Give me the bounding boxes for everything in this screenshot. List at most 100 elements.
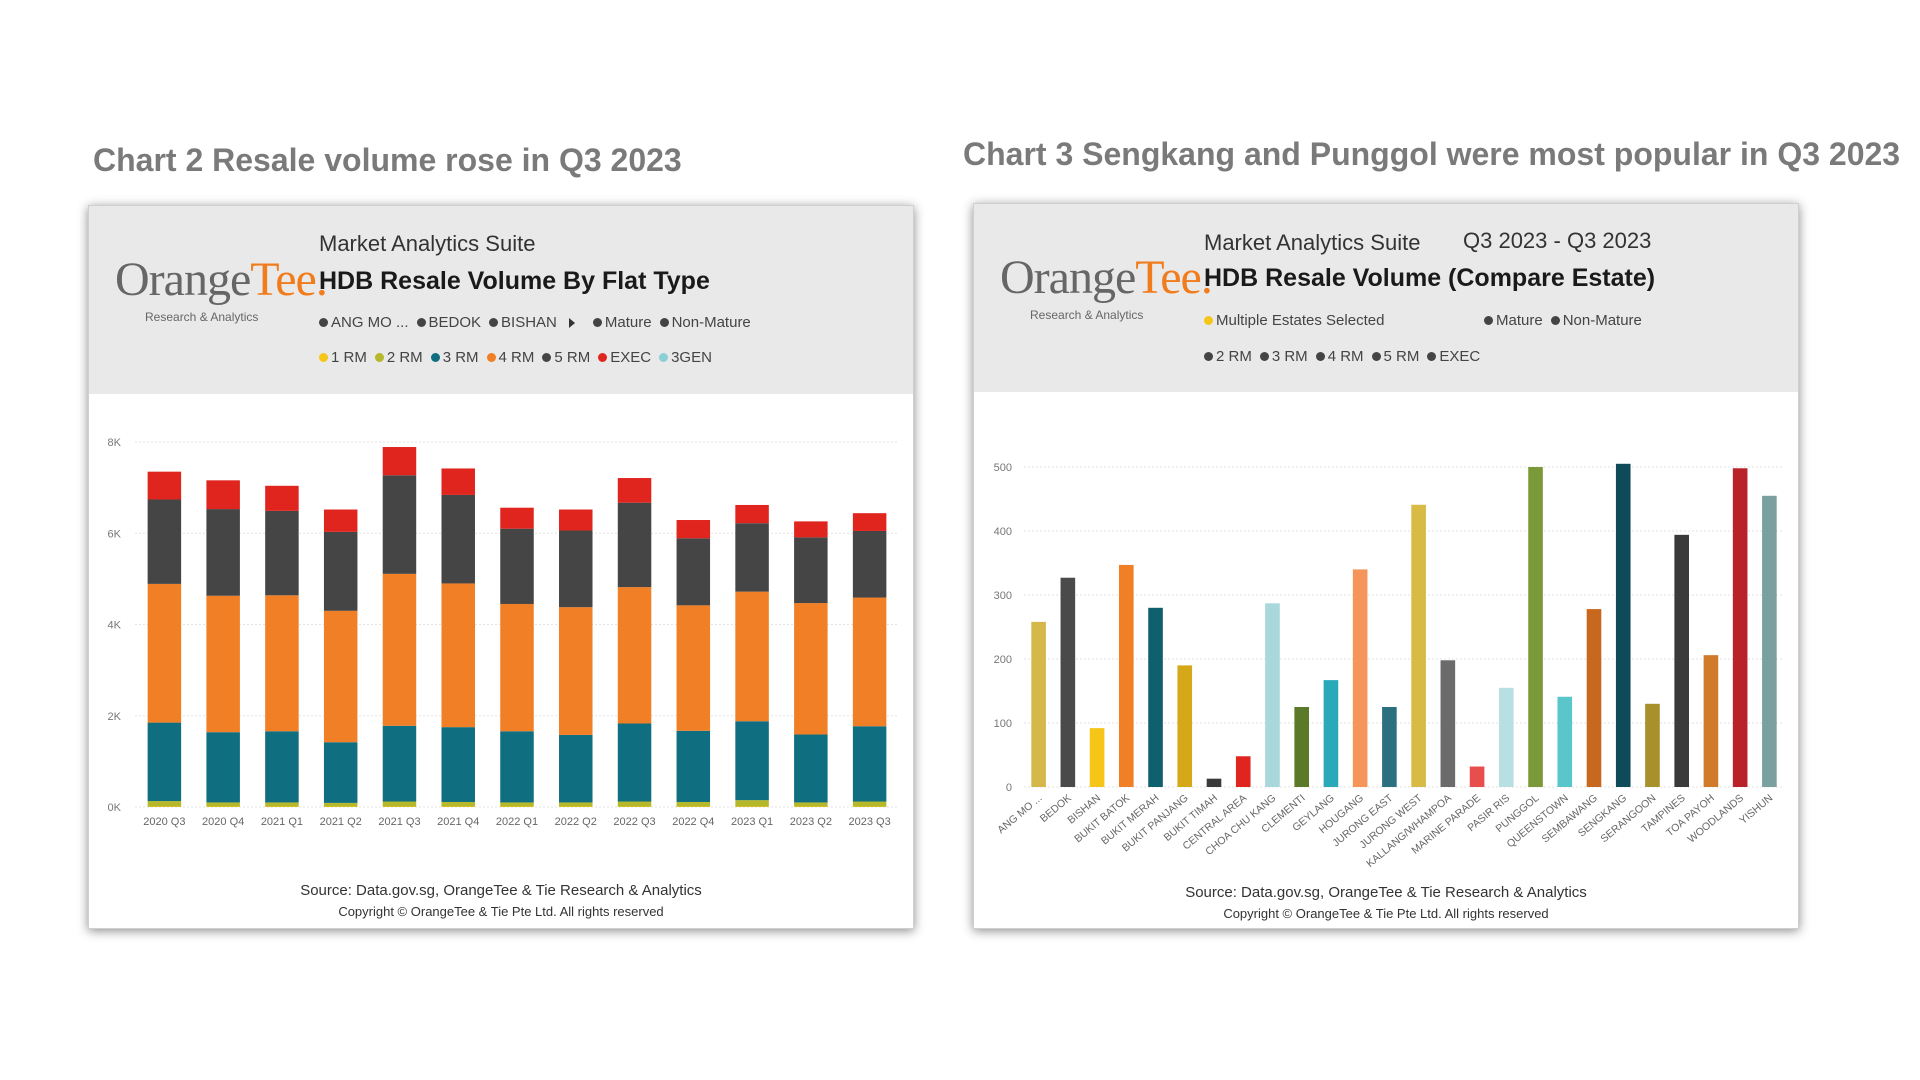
x-tick-label: 2021 Q3 [378,816,420,828]
bar-segment [676,538,711,606]
maturity-legend-item[interactable]: Mature [1484,312,1543,329]
bar-segment [147,722,182,802]
estate-filter-item[interactable]: ANG MO ... [319,314,409,331]
flat-type-legend: 2 RM 3 RM 4 RM 5 RM EXEC [1204,348,1488,365]
bar-segment [794,802,828,807]
bar [1265,603,1280,787]
bar-segment [559,607,593,735]
bar-segment [794,521,828,538]
estate-filter-item[interactable]: BISHAN [489,314,557,331]
bar [1411,504,1426,787]
bar-segment [852,726,887,802]
bar-segment [265,731,299,803]
estate-filter-row: Multiple Estates Selected [1204,312,1392,329]
bar-segment [735,721,769,801]
bar-segment [265,595,299,732]
legend-item-4rm[interactable]: 4 RM [486,349,534,366]
y-tick-label: 400 [994,526,1012,538]
y-tick-label: 2K [108,711,122,723]
x-tick-label: ANG MO ... [995,792,1044,836]
bar [1206,778,1222,787]
bar-segment [441,727,475,802]
estate-filter-item[interactable]: Multiple Estates Selected [1204,312,1384,329]
bar [1382,707,1397,787]
bar-segment [559,734,593,803]
chart-area: 0K 2K 4K 6K 8K 2020 Q3 2020 Q4 2021 Q1 2021 Q2 20… [89,394,913,833]
bar-segment [676,801,711,807]
bar [1440,660,1456,787]
x-tick-label: 2022 Q4 [672,816,714,828]
bar-segment [500,731,534,803]
x-tick-label: 2021 Q1 [261,816,303,828]
bar-segment [206,480,240,510]
x-tick-label: 2021 Q2 [320,816,362,828]
bar-segment [323,610,358,743]
bar-segment [617,587,652,724]
bar [1031,621,1046,787]
legend-item-exec[interactable]: EXEC [1427,348,1480,365]
bar [1528,467,1543,787]
estate-filter-item[interactable]: BEDOK [416,314,481,331]
chart-area: 0 100 200 300 400 500 ANG MO ... BEDOK BISHAN BUK… [974,392,1798,877]
bar-segment [206,802,240,807]
bar [1352,569,1368,787]
suite-name: Market Analytics Suite [1204,230,1421,255]
bar-segment [735,523,769,592]
bar [1294,707,1309,787]
legend-item-5rm[interactable]: 5 RM [542,349,590,366]
y-tick-label: 8K [108,437,122,449]
bar-segment [559,802,593,807]
legend-item-5rm[interactable]: 5 RM [1371,348,1419,365]
bar-segment [617,723,652,802]
x-tick-label: 2022 Q1 [496,816,538,828]
legend-item-3rm[interactable]: 3 RM [1259,348,1308,365]
bar [1762,495,1777,787]
legend-item-exec[interactable]: EXEC [598,349,651,366]
bar-segment [323,742,358,803]
bar [1557,696,1573,787]
scroll-right-icon[interactable] [568,317,575,328]
legend-item-1rm[interactable]: 1 RM [319,349,367,366]
legend-item-3gen[interactable]: 3GEN [659,349,712,366]
bar [1177,665,1193,787]
bar-segment [735,800,769,807]
bar-segment [441,801,475,807]
bar-segment [323,531,358,611]
x-tick-label: YISHUN [1737,792,1775,827]
y-tick-label: 0 [1006,782,1012,794]
bar-segment [617,502,652,588]
bar-segment [441,583,475,728]
bar-segment [794,603,828,735]
legend-item-2rm[interactable]: 2 RM [1204,348,1252,365]
suite-name: Market Analytics Suite [319,231,536,256]
legend-item-3rm[interactable]: 3 RM [430,349,479,366]
bar-segment [147,801,182,807]
x-tick-label: 2023 Q2 [790,816,832,828]
flat-type-legend: 1 RM 2 RM 3 RM 4 RM 5 RM EXEC 3GEN [319,349,720,366]
bar-segment [735,591,769,722]
x-tick-label: 2023 Q3 [849,816,891,828]
bar-segment [147,471,182,500]
x-tick-label: 2022 Q3 [613,816,655,828]
bar-segment [265,510,299,596]
bar [1323,680,1339,787]
bar-segment [382,725,417,802]
stacked-bar-chart: 0K 2K 4K 6K 8K 2020 Q3 2020 Q4 2021 Q1 2021 Q2 20… [108,437,899,828]
bar-segment [441,494,475,584]
bar-segment [852,597,887,727]
legend-item-4rm[interactable]: 4 RM [1315,348,1364,365]
x-tick-label: 2020 Q4 [202,816,244,828]
maturity-legend-item[interactable]: Non-Mature [659,314,751,331]
bar [1499,687,1514,787]
maturity-legend-item[interactable]: Non-Mature [1550,312,1642,329]
legend-item-2rm[interactable]: 2 RM [374,349,423,366]
bar-segment [382,447,417,476]
bar-segment [794,734,828,803]
copyright-note: Copyright © OrangeTee & Tie Pte Ltd. All… [338,904,664,919]
bar-segment [500,802,534,807]
bar [1645,703,1660,787]
x-tick-label: 2023 Q1 [731,816,773,828]
maturity-legend-item[interactable]: Mature [592,314,652,331]
source-note: Source: Data.gov.sg, OrangeTee & Tie Res… [1185,884,1587,901]
